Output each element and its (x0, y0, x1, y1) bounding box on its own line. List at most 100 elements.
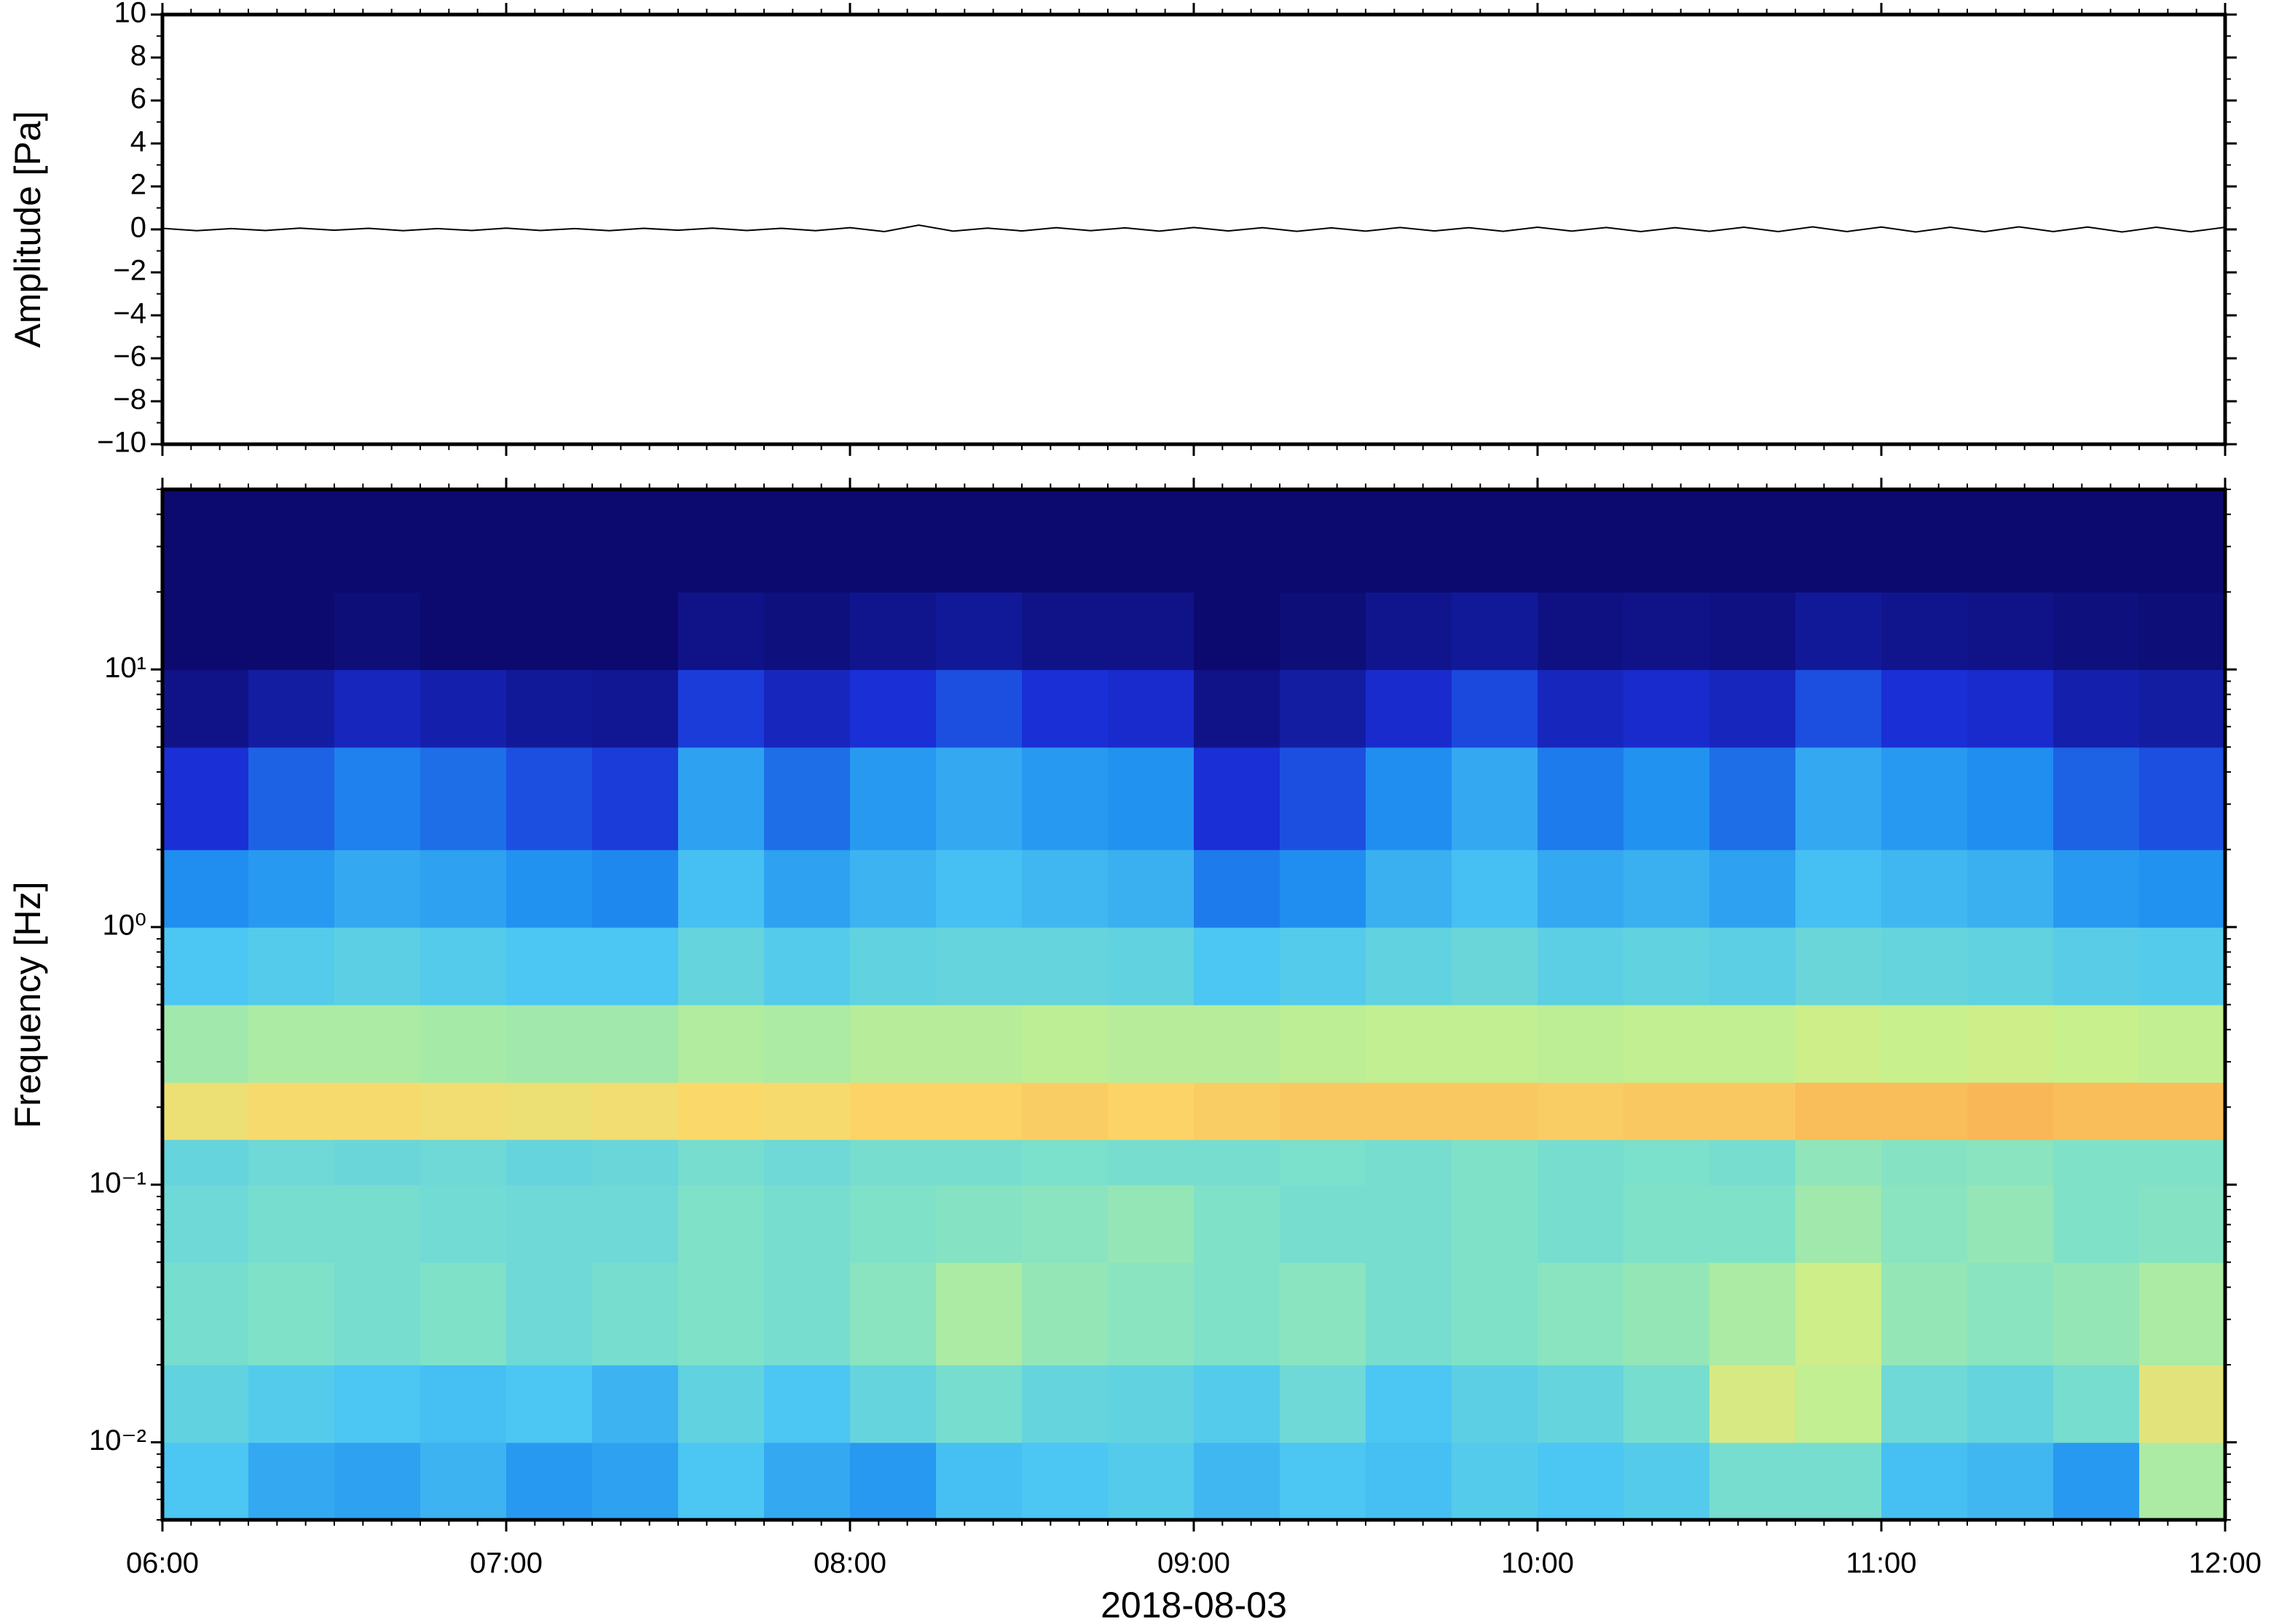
spectrogram-cell (936, 849, 1023, 928)
spectrogram-cell (420, 1184, 507, 1264)
spectrogram-cell (592, 746, 679, 851)
spectrogram-cell (1967, 669, 2054, 748)
spectrogram-cell (764, 669, 851, 748)
spectrogram-cell (1194, 489, 1280, 593)
spectrogram-cell (1280, 1365, 1366, 1443)
spectrogram-cell (936, 1004, 1023, 1083)
spectrogram-cell (1538, 591, 1624, 671)
spectrogram-cell (2053, 591, 2140, 671)
spectrogram-cell (678, 1365, 765, 1443)
spectrogram-cell (1967, 746, 2054, 851)
spectrogram-cell (1194, 1139, 1280, 1186)
spectrogram-cell (1280, 1139, 1366, 1186)
spectrogram-cell (1366, 849, 1452, 928)
y-axis-title: Amplitude [Pa] (7, 111, 48, 347)
spectrogram-cell (1194, 1365, 1280, 1443)
spectrogram-cell (850, 849, 937, 928)
spectrogram-cell (506, 591, 593, 671)
spectrogram-cell (1366, 1081, 1452, 1140)
spectrogram-cell (1280, 1262, 1366, 1365)
spectrogram-cell (764, 1365, 851, 1443)
spectrogram-cell (506, 1262, 593, 1365)
spectrogram-cell (248, 849, 335, 928)
spectrogram-cell (334, 489, 421, 593)
spectrogram-cell (678, 746, 765, 851)
spectrogram-cell (1623, 1442, 1710, 1521)
spectrogram-cell (1022, 927, 1109, 1006)
x-tick-label: 10:00 (1501, 1548, 1574, 1580)
spectrogram-cell (2139, 1004, 2226, 1083)
spectrogram-cell (1538, 1365, 1624, 1443)
spectrogram-cell (850, 489, 937, 593)
spectrogram-cell (1452, 1365, 1538, 1443)
spectrogram-cell (2053, 669, 2140, 748)
spectrogram-cell (2139, 1365, 2226, 1443)
spectrogram-cell (334, 1184, 421, 1264)
spectrogram-cell (1452, 746, 1538, 851)
spectrogram-cell (1709, 1004, 1796, 1083)
spectrogram-cell (1194, 1004, 1280, 1083)
spectrogram-cell (1967, 1442, 2054, 1521)
spectrogram-cell (1538, 1004, 1624, 1083)
spectrogram-cell (1366, 927, 1452, 1006)
spectrogram-cell (1881, 927, 1968, 1006)
spectrogram-cell (1795, 927, 1882, 1006)
spectrogram-cell (506, 1139, 593, 1186)
y-tick-label: −10 (97, 427, 146, 459)
spectrogram-cell (1795, 669, 1882, 748)
spectrogram-cell (2139, 849, 2226, 928)
spectrogram-cell (1194, 1442, 1280, 1521)
spectrogram-cell (850, 669, 937, 748)
spectrogram-cell (678, 1184, 765, 1264)
spectrogram-cell (1108, 489, 1194, 593)
spectrogram-cell (1108, 849, 1194, 928)
spectrogram-cell (506, 669, 593, 748)
spectrogram-cell (1538, 1262, 1624, 1365)
spectrogram-cell (1623, 1139, 1710, 1186)
spectrogram-cell (1366, 1442, 1452, 1521)
spectrogram-cell (2053, 1184, 2140, 1264)
spectrogram-cell (1795, 746, 1882, 851)
spectrogram-cell (248, 591, 335, 671)
spectrogram-cell (1709, 927, 1796, 1006)
spectrogram-cell (1366, 1365, 1452, 1443)
spectrogram-cell (936, 669, 1023, 748)
spectrogram-cell (1967, 1262, 2054, 1365)
spectrogram-cell (2053, 746, 2140, 851)
spectrogram-cell (1452, 1262, 1538, 1365)
spectrogram-cell (420, 1139, 507, 1186)
spectrogram-cell (1538, 489, 1624, 593)
spectrogram-cell (1795, 1442, 1882, 1521)
spectrogram-cell (592, 1262, 679, 1365)
spectrogram-cell (1452, 1139, 1538, 1186)
spectrogram-cell (1709, 1184, 1796, 1264)
spectrogram-cell (1194, 849, 1280, 928)
spectrogram-cell (1022, 1442, 1109, 1521)
y-tick-label: 0 (130, 212, 146, 244)
y-tick-label: 10 (114, 0, 147, 29)
spectrogram-cell (850, 1262, 937, 1365)
spectrogram-cell (248, 1365, 335, 1443)
spectrogram-cell (334, 1442, 421, 1521)
spectrogram-cell (1452, 489, 1538, 593)
spectrogram-cell (1881, 1262, 1968, 1365)
spectrogram-cell (334, 591, 421, 671)
spectrogram-cell (1022, 849, 1109, 928)
spectrogram-cell (1452, 927, 1538, 1006)
spectrogram-cell (1280, 849, 1366, 928)
spectrogram-cell (1452, 1442, 1538, 1521)
spectrogram-cell (1108, 1139, 1194, 1186)
y-tick-label: −2 (113, 255, 146, 287)
x-axis-title: 2018-08-03 (1101, 1585, 1287, 1624)
spectrogram-cell (2053, 927, 2140, 1006)
spectrogram-cell (2139, 1442, 2226, 1521)
spectrogram-cell (850, 1365, 937, 1443)
spectrogram-cell (1108, 1184, 1194, 1264)
spectrogram-cell (1452, 1184, 1538, 1264)
spectrogram-cell (1967, 1081, 2054, 1140)
spectrogram-cell (1623, 1365, 1710, 1443)
spectrogram-cell (2139, 489, 2226, 593)
spectrogram-cell (1280, 591, 1366, 671)
spectrogram-cell (1366, 669, 1452, 748)
spectrogram-cell (1280, 927, 1366, 1006)
